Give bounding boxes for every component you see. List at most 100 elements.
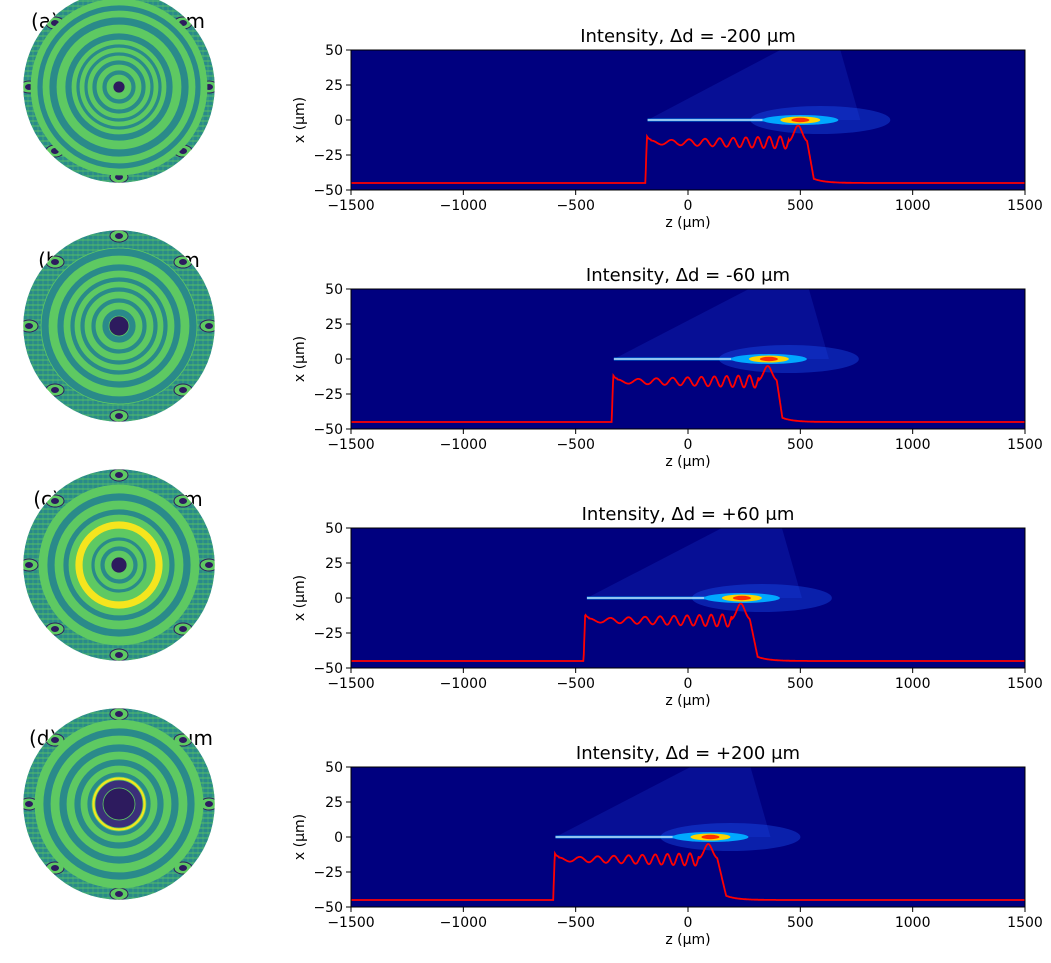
x-tick-label: −1000 (440, 915, 487, 931)
phase-blob-core (25, 562, 33, 568)
diffraction-fan (647, 50, 861, 120)
phase-blob-core (205, 801, 213, 807)
y-axis-label: x (μm) (292, 97, 308, 143)
phase-blob-core (179, 387, 187, 393)
phase-blob-core (25, 323, 33, 329)
y-tick-label: 50 (325, 521, 343, 537)
phase-blob-core (179, 498, 187, 504)
x-tick-label: 500 (787, 915, 814, 931)
x-tick-label: 1000 (895, 198, 931, 214)
x-tick-label: 1500 (1007, 676, 1043, 692)
y-axis-label: x (μm) (292, 575, 308, 621)
phase-pattern (23, 0, 215, 183)
phase-pattern (23, 230, 215, 422)
x-tick-label: −1500 (327, 676, 374, 692)
y-tick-label: −50 (313, 422, 343, 438)
intensity-profile-line (351, 843, 1025, 901)
chart-title: Intensity, Δd = +60 μm (582, 504, 795, 525)
y-tick-label: −50 (313, 661, 343, 677)
plot-area (351, 289, 1025, 429)
phase-ring (110, 556, 128, 574)
phase-blob-core (179, 626, 187, 632)
phase-blob-core (51, 626, 59, 632)
phase-blob-core (115, 711, 123, 717)
y-tick-label: 50 (325, 760, 343, 776)
phase-disk-edge (22, 229, 216, 423)
x-tick-label: 1500 (1007, 915, 1043, 931)
y-tick-label: −50 (313, 900, 343, 916)
phase-ring (102, 787, 136, 821)
x-tick-label: 1500 (1007, 437, 1043, 453)
phase-blob-core (51, 387, 59, 393)
y-tick-label: −25 (313, 626, 343, 642)
y-tick-label: 0 (334, 591, 343, 607)
diffraction-fan (586, 528, 802, 598)
x-tick-label: 1000 (895, 915, 931, 931)
phase-blob-core (115, 472, 123, 478)
chart-title: Intensity, Δd = -60 μm (586, 265, 790, 286)
y-tick-label: 25 (325, 556, 343, 572)
x-axis-label: z (μm) (665, 215, 710, 231)
plot-area (351, 50, 1025, 190)
phase-pattern (23, 469, 215, 661)
phase-ring (108, 315, 130, 337)
x-tick-label: −1000 (440, 437, 487, 453)
phase-blob-core (205, 323, 213, 329)
x-tick-label: 500 (787, 437, 814, 453)
focus-spot (732, 595, 751, 601)
focus-spot (701, 834, 720, 840)
x-tick-label: −500 (556, 915, 594, 931)
y-tick-label: −25 (313, 387, 343, 403)
y-tick-label: −25 (313, 865, 343, 881)
phase-disk-edge (22, 707, 216, 901)
intensity-profile-line (351, 365, 1025, 423)
plot-area (351, 767, 1025, 907)
x-tick-label: −500 (556, 676, 594, 692)
y-tick-label: −25 (313, 148, 343, 164)
phase-blob-core (115, 174, 123, 180)
x-axis-label: z (μm) (665, 932, 710, 948)
x-axis-label: z (μm) (665, 693, 710, 709)
phase-blob-core (51, 498, 59, 504)
phase-blob-core (115, 652, 123, 658)
x-tick-label: 0 (684, 437, 693, 453)
plot-area (351, 528, 1025, 668)
y-axis-label: x (μm) (292, 336, 308, 382)
phase-blob-core (51, 259, 59, 265)
y-tick-label: 50 (325, 282, 343, 298)
focus-spot (791, 117, 810, 123)
x-tick-label: −1000 (440, 198, 487, 214)
phase-blob-core (115, 891, 123, 897)
phase-ring (112, 80, 126, 94)
phase-disk-edge (22, 0, 216, 184)
phase-blob-core (115, 233, 123, 239)
y-tick-label: 0 (334, 830, 343, 846)
phase-blob-core (205, 562, 213, 568)
y-axis-label: x (μm) (292, 814, 308, 860)
phase-blob-core (51, 737, 59, 743)
phase-blob-core (25, 801, 33, 807)
x-tick-label: −1500 (327, 198, 374, 214)
y-tick-label: 0 (334, 113, 343, 129)
phase-blob-core (179, 865, 187, 871)
phase-blob-core (115, 413, 123, 419)
diffraction-fan (613, 289, 829, 359)
chart-title: Intensity, Δd = +200 μm (576, 743, 800, 764)
x-tick-label: 0 (684, 915, 693, 931)
x-tick-label: 0 (684, 198, 693, 214)
x-tick-label: −1500 (327, 915, 374, 931)
diffraction-fan (555, 767, 771, 837)
y-tick-label: 25 (325, 795, 343, 811)
x-axis-label: z (μm) (665, 454, 710, 470)
x-tick-label: 1500 (1007, 198, 1043, 214)
phase-blob-core (179, 737, 187, 743)
x-tick-label: −1500 (327, 437, 374, 453)
y-tick-label: 25 (325, 78, 343, 94)
x-tick-label: 500 (787, 198, 814, 214)
phase-blob-core (51, 865, 59, 871)
intensity-profile-line (351, 602, 1025, 662)
focus-spot (759, 356, 778, 362)
